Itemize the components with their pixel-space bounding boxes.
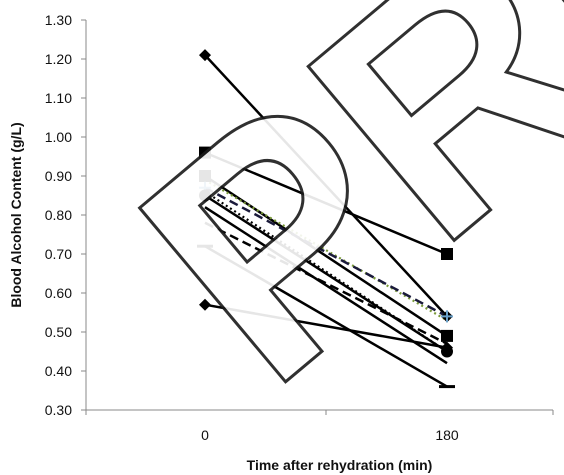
series-line (204, 178, 448, 322)
data-point (441, 329, 453, 342)
data-point (199, 298, 211, 311)
series-line (204, 303, 448, 349)
data-point (441, 310, 453, 323)
data-point (199, 49, 211, 62)
series-line (204, 194, 448, 353)
series-line (204, 221, 448, 345)
y-tick-label: 1.10 (45, 90, 72, 106)
series-line (204, 54, 448, 318)
data-point (199, 189, 211, 202)
y-tick-label: 0.60 (45, 285, 72, 301)
series-line (204, 151, 448, 256)
y-tick-label: 0.70 (45, 246, 72, 262)
x-axis-title: Time after rehydration (min) (247, 457, 433, 473)
svg-text:PRE: PRE (76, 0, 564, 450)
y-tick-label: 0.30 (45, 402, 72, 418)
y-tick-label: 1.00 (45, 129, 72, 145)
x-ticks: 0 180 (85, 410, 554, 443)
data-point (199, 170, 211, 182)
series-line (204, 186, 448, 318)
preview-watermark: PRE (75, 0, 564, 451)
data-point (199, 146, 211, 159)
y-tick-label: 0.80 (45, 207, 72, 223)
y-tick-label: 0.90 (45, 168, 72, 184)
y-axis-title: Blood Alcohol Content (g/L) (8, 122, 24, 307)
series-line (204, 245, 448, 388)
data-point (441, 341, 453, 354)
y-tick-label: 0.40 (45, 363, 72, 379)
series-markers (197, 49, 455, 389)
y-tick-label: 1.20 (45, 51, 72, 67)
series-line (204, 206, 448, 365)
data-point (441, 248, 453, 260)
y-ticks: 0.30 0.40 0.50 0.60 0.70 0.80 0.90 1.00 1.10 1.20… (45, 12, 86, 418)
x-tick-label: 0 (201, 427, 209, 443)
series-lines (204, 54, 448, 388)
x-tick-label: 180 (435, 427, 459, 443)
y-tick-label: 0.50 (45, 324, 72, 340)
y-tick-label: 1.30 (45, 12, 72, 28)
